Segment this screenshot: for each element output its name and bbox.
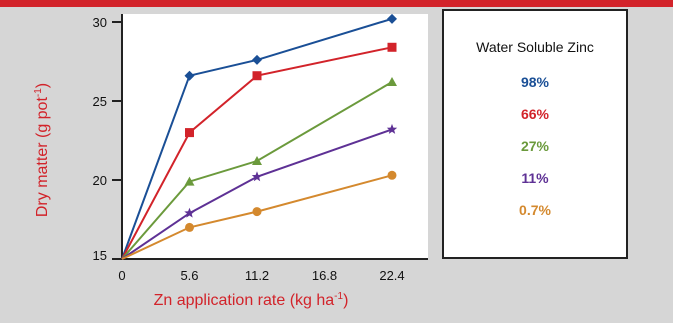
y-tick-label: 30 xyxy=(93,15,107,30)
x-tick-label: 22.4 xyxy=(379,268,404,283)
data-point xyxy=(252,54,262,65)
data-point xyxy=(252,71,262,81)
series-line xyxy=(121,174,393,260)
series-line xyxy=(121,81,393,260)
data-point xyxy=(252,207,262,217)
series-line xyxy=(121,46,393,260)
series-layer xyxy=(121,13,398,260)
y-axis-ticks: 15 20 25 30 xyxy=(93,15,122,263)
data-point xyxy=(251,171,263,182)
data-point xyxy=(387,13,397,24)
x-axis-ticks: 0 5.6 11.2 16.8 22.4 xyxy=(118,268,404,283)
y-axis-title: Dry matter (g pot-1) xyxy=(33,83,51,217)
series-line xyxy=(121,128,393,260)
y-tick-label: 20 xyxy=(93,173,107,188)
x-tick-label: 16.8 xyxy=(312,268,337,283)
top-accent-stripe xyxy=(0,0,673,7)
data-point xyxy=(387,42,397,52)
data-point xyxy=(184,70,195,81)
data-point xyxy=(387,77,397,87)
legend-item: 98% xyxy=(520,74,550,90)
legend-item: 66% xyxy=(520,106,550,122)
data-point xyxy=(386,123,398,134)
data-point xyxy=(184,176,195,186)
legend-title: Water Soluble Zinc xyxy=(476,39,594,55)
data-point xyxy=(185,128,194,138)
x-tick-label: 0 xyxy=(118,268,125,283)
y-tick-label: 15 xyxy=(93,248,107,263)
data-point xyxy=(252,156,262,166)
y-tick-label: 25 xyxy=(93,94,107,109)
legend-item: 11% xyxy=(521,170,549,186)
data-point xyxy=(185,222,194,232)
data-point xyxy=(184,207,195,218)
legend: Water Soluble Zinc 98% 66% 27% 11% 0.7% xyxy=(442,9,628,259)
legend-item: 0.7% xyxy=(519,202,551,218)
x-tick-label: 11.2 xyxy=(245,268,269,283)
legend-item: 27% xyxy=(520,138,550,154)
x-tick-label: 5.6 xyxy=(180,268,198,283)
series-line xyxy=(121,17,393,260)
x-axis-title: Zn application rate (kg ha-1) xyxy=(154,291,349,309)
data-point xyxy=(387,170,397,180)
